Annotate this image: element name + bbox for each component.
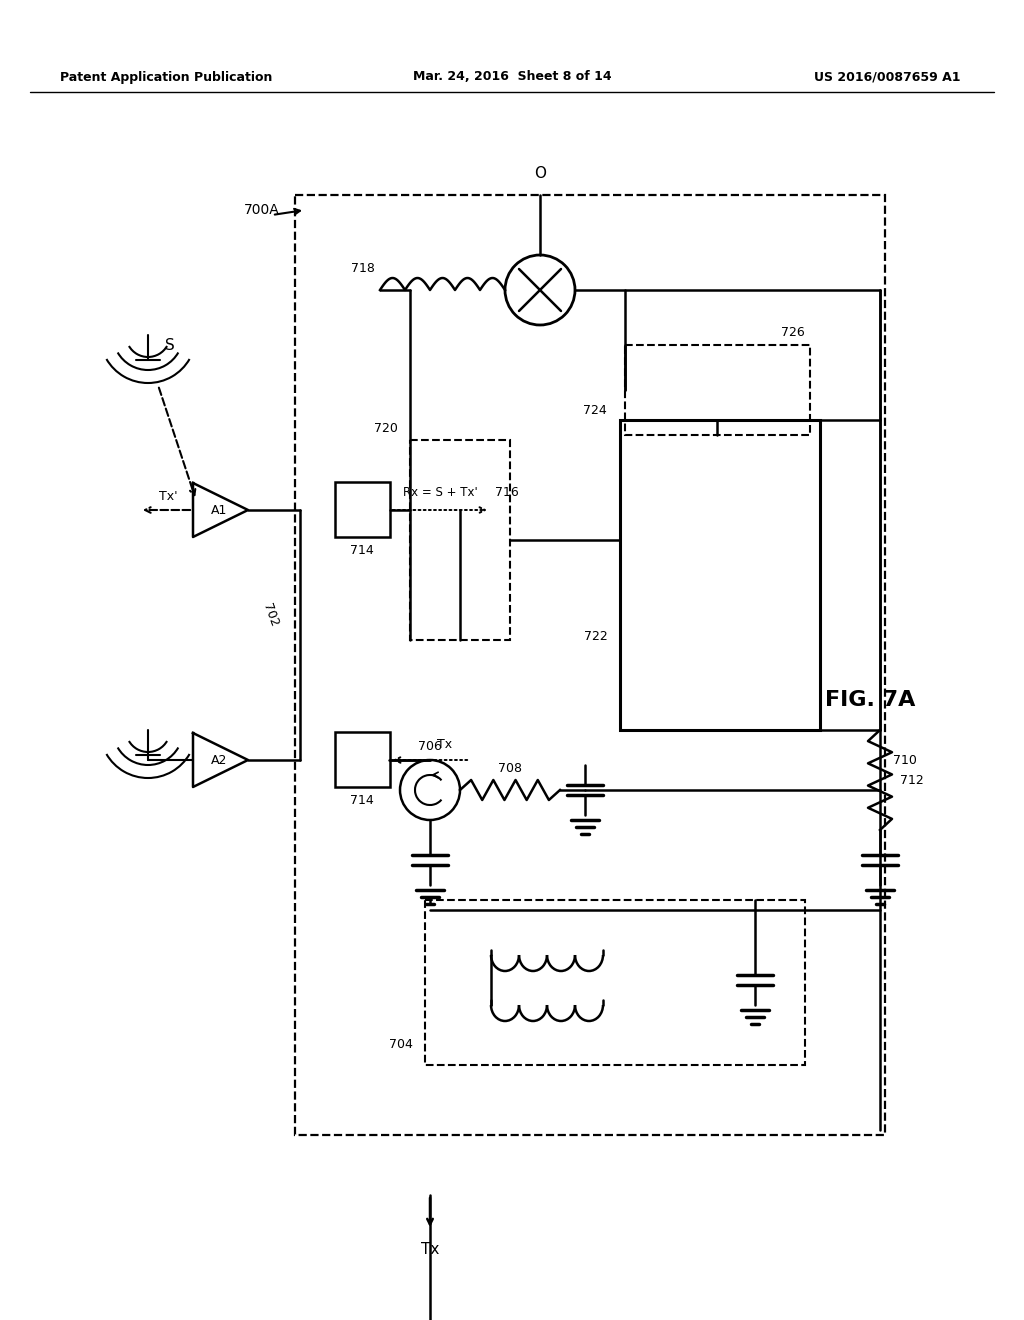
Text: 702: 702 <box>261 602 281 628</box>
Text: O: O <box>534 165 546 181</box>
Text: 706: 706 <box>418 739 442 752</box>
Text: Tx': Tx' <box>159 490 177 503</box>
Text: 720: 720 <box>374 421 398 434</box>
Text: 714: 714 <box>350 795 374 808</box>
Text: 724: 724 <box>584 404 607 417</box>
Text: Tx: Tx <box>421 1242 439 1258</box>
Bar <box>410 440 510 640</box>
Bar <box>335 482 390 537</box>
Polygon shape <box>193 483 248 537</box>
Bar <box>295 195 885 1135</box>
Bar <box>335 733 390 787</box>
Text: FIG. 7A: FIG. 7A <box>824 690 915 710</box>
Text: 710: 710 <box>893 754 916 767</box>
Bar <box>620 420 820 730</box>
Polygon shape <box>193 733 248 787</box>
Text: 716: 716 <box>495 486 519 499</box>
Text: A2: A2 <box>211 754 227 767</box>
Text: 718: 718 <box>351 261 375 275</box>
Text: A1: A1 <box>211 503 227 516</box>
Text: Rx = S + Tx': Rx = S + Tx' <box>402 486 477 499</box>
Text: 704: 704 <box>389 1039 413 1052</box>
Text: 726: 726 <box>781 326 805 339</box>
Bar <box>425 900 805 1065</box>
Text: US 2016/0087659 A1: US 2016/0087659 A1 <box>813 70 961 83</box>
Text: 700A: 700A <box>245 203 280 216</box>
Text: 712: 712 <box>900 774 924 787</box>
Text: Mar. 24, 2016  Sheet 8 of 14: Mar. 24, 2016 Sheet 8 of 14 <box>413 70 611 83</box>
Text: 722: 722 <box>585 631 608 644</box>
Text: S: S <box>165 338 175 352</box>
Bar <box>625 345 810 436</box>
Text: 708: 708 <box>498 762 522 775</box>
Text: Tx: Tx <box>437 738 453 751</box>
Text: 714: 714 <box>350 544 374 557</box>
Text: Patent Application Publication: Patent Application Publication <box>60 70 272 83</box>
